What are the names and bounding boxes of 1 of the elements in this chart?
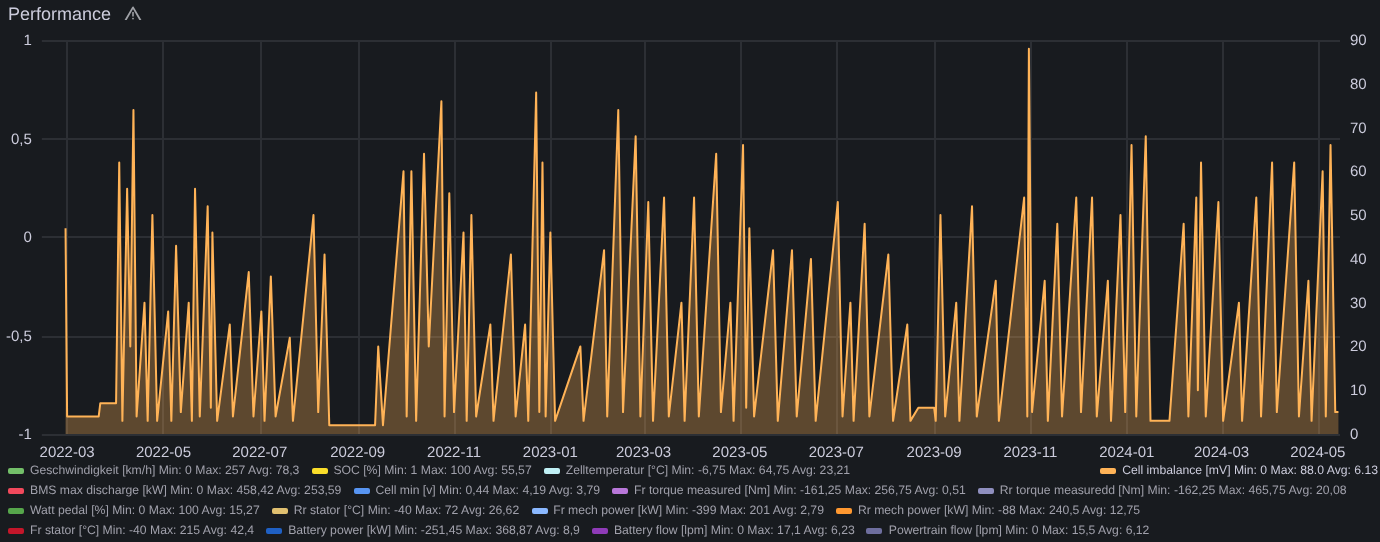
chart-title: Performance bbox=[8, 4, 112, 24]
